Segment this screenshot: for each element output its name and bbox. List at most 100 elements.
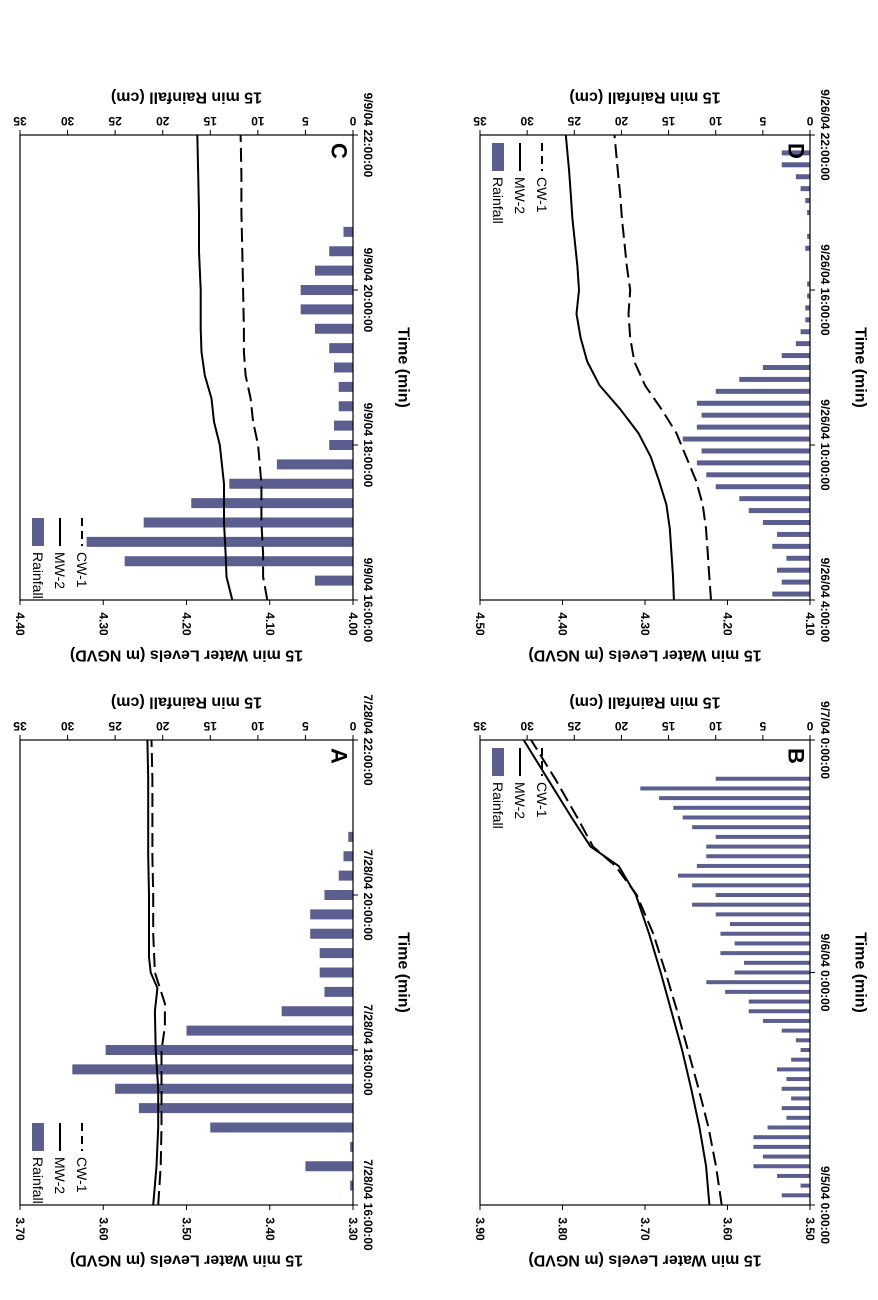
rainfall-bar (343, 851, 353, 862)
legend-swatch-rainfall (492, 143, 504, 171)
rainfall-bar (753, 1144, 810, 1149)
rainfall-bar (772, 543, 810, 549)
y-tick-label: 3.50 (180, 1217, 194, 1241)
legend: Rainfall MW-2 CW-1 (490, 748, 550, 829)
y-tick-label: 4.30 (96, 612, 110, 636)
legend-label: CW-1 (534, 782, 550, 818)
rainfall-bar (310, 909, 353, 920)
plot-frame (479, 134, 811, 601)
rainfall-bar (696, 863, 810, 868)
rainfall-bar (186, 1025, 353, 1036)
rainfall-bar (800, 1183, 810, 1188)
y2-tick-label: 20 (156, 114, 170, 128)
rainfall-bar (786, 1115, 810, 1120)
rainfall-bar (324, 986, 353, 997)
rainfall-bar (338, 870, 353, 881)
rainfall-bar (781, 1086, 810, 1091)
y-tick-label: 3.40 (263, 1217, 277, 1241)
rainfall-bar (72, 1064, 353, 1075)
legend-label: CW-1 (74, 552, 90, 588)
rainfall-bar (800, 186, 810, 192)
x-tick-label: 9/9/04 18:00:00 (361, 403, 375, 488)
rainfall-bar (777, 531, 810, 537)
series-line-cw-1 (613, 134, 712, 601)
rainfall-bar (143, 517, 353, 528)
panel-a: 3.30 3.40 3.50 3.60 3.70 0 5 10 15 20 25 30 35 7/28/0… (13, 694, 412, 1269)
y2-tick-label: 10 (709, 114, 723, 128)
rainfall-bar (210, 1122, 353, 1133)
legend-swatch-rainfall (32, 1123, 44, 1151)
rainfall-bar (692, 825, 810, 830)
rainfall-bar (762, 520, 810, 525)
y2-tick-label: 35 (473, 114, 487, 128)
plot-frame (19, 134, 354, 601)
rainfall-bar (682, 436, 810, 442)
x-tick-label: 9/9/04 20:00:00 (361, 248, 375, 333)
rainfall-bar (715, 912, 810, 917)
rainfall-bar (696, 460, 810, 466)
rainfall-bar (762, 1154, 810, 1159)
legend: Rainfall MW-2 CW-1 (30, 518, 90, 599)
rainfall-bar (807, 281, 810, 287)
x-tick-label: 9/26/04 10:00:00 (818, 399, 832, 491)
y2-tick-label: 25 (108, 114, 122, 128)
rainfall-bar (329, 343, 353, 354)
y2-tick-label: 30 (520, 114, 534, 128)
y-tick-label: 4.30 (638, 612, 652, 636)
rainfall-bar (786, 555, 810, 561)
y2-tick-label: 30 (520, 719, 534, 733)
rainfall-bar (314, 323, 353, 334)
rainfall-bar (333, 362, 353, 373)
y2-tick-label: 25 (108, 719, 122, 733)
rainfall-bar (706, 472, 810, 478)
y2-tick-label: 20 (614, 719, 628, 733)
rainfall-bar (276, 459, 353, 470)
rainfall-bar (229, 478, 353, 489)
y2-tick-label: 25 (567, 719, 581, 733)
y-tick-label: 4.00 (346, 612, 360, 636)
rainfall-bar (777, 1067, 810, 1072)
y-tick-label: 4.20 (180, 612, 194, 636)
rainfall-bar (739, 376, 810, 382)
rainfall-bar (781, 1028, 810, 1033)
rainfall-bar (701, 412, 810, 418)
rainfall-bar (753, 1135, 810, 1140)
x-tick-label: 7/28/04 16:00:00 (361, 1159, 375, 1251)
rainfall-bar (706, 854, 810, 859)
rainfall-bar (777, 567, 810, 573)
legend-swatch-rainfall (492, 748, 504, 776)
x-tick-label: 9/6/04 0:00:00 (818, 933, 832, 1011)
x-tick-label: 9/9/04 16:00:00 (361, 558, 375, 643)
x-tick-label: 9/9/04 22:00:00 (361, 93, 375, 178)
y2-axis-label: 15 min Rainfall (cm) (111, 89, 262, 106)
rainfall-bar (720, 951, 810, 956)
legend-label: CW-1 (534, 177, 550, 213)
rainfall-bar (715, 834, 810, 839)
y2-tick-label: 10 (251, 114, 265, 128)
panel-label: B (784, 748, 809, 764)
rainfall-bar (696, 400, 810, 406)
y-tick-label: 4.10 (803, 612, 817, 636)
rainfall-bar (739, 496, 810, 502)
rainfall-bar (329, 440, 353, 450)
rainfall-bar (715, 776, 810, 781)
rainfall-bar (805, 305, 810, 311)
rainfall-bar (807, 233, 810, 239)
rainfall-bar (105, 1045, 353, 1055)
rainfall-bar (807, 210, 810, 215)
rainfall-bar (762, 1018, 810, 1023)
x-tick-label: 7/28/04 22:00:00 (361, 694, 375, 786)
rainfall-bar (807, 293, 810, 299)
rainfall-bar (715, 484, 810, 490)
y2-tick-label: 5 (759, 719, 766, 733)
rainfall-bar (800, 329, 810, 335)
rainfall-bar (777, 1173, 810, 1178)
legend-label: MW-2 (52, 1157, 68, 1194)
y-tick-label: 3.60 (721, 1217, 735, 1241)
y-axis-label: 15 min Water Levels (m NGVD) (528, 647, 761, 664)
legend-label: MW-2 (52, 552, 68, 589)
y2-tick-label: 20 (156, 719, 170, 733)
y-tick-label: 4.20 (721, 612, 735, 636)
x-tick-label: 9/26/04 4:00:00 (818, 558, 832, 643)
rainfall-bar (191, 498, 353, 509)
